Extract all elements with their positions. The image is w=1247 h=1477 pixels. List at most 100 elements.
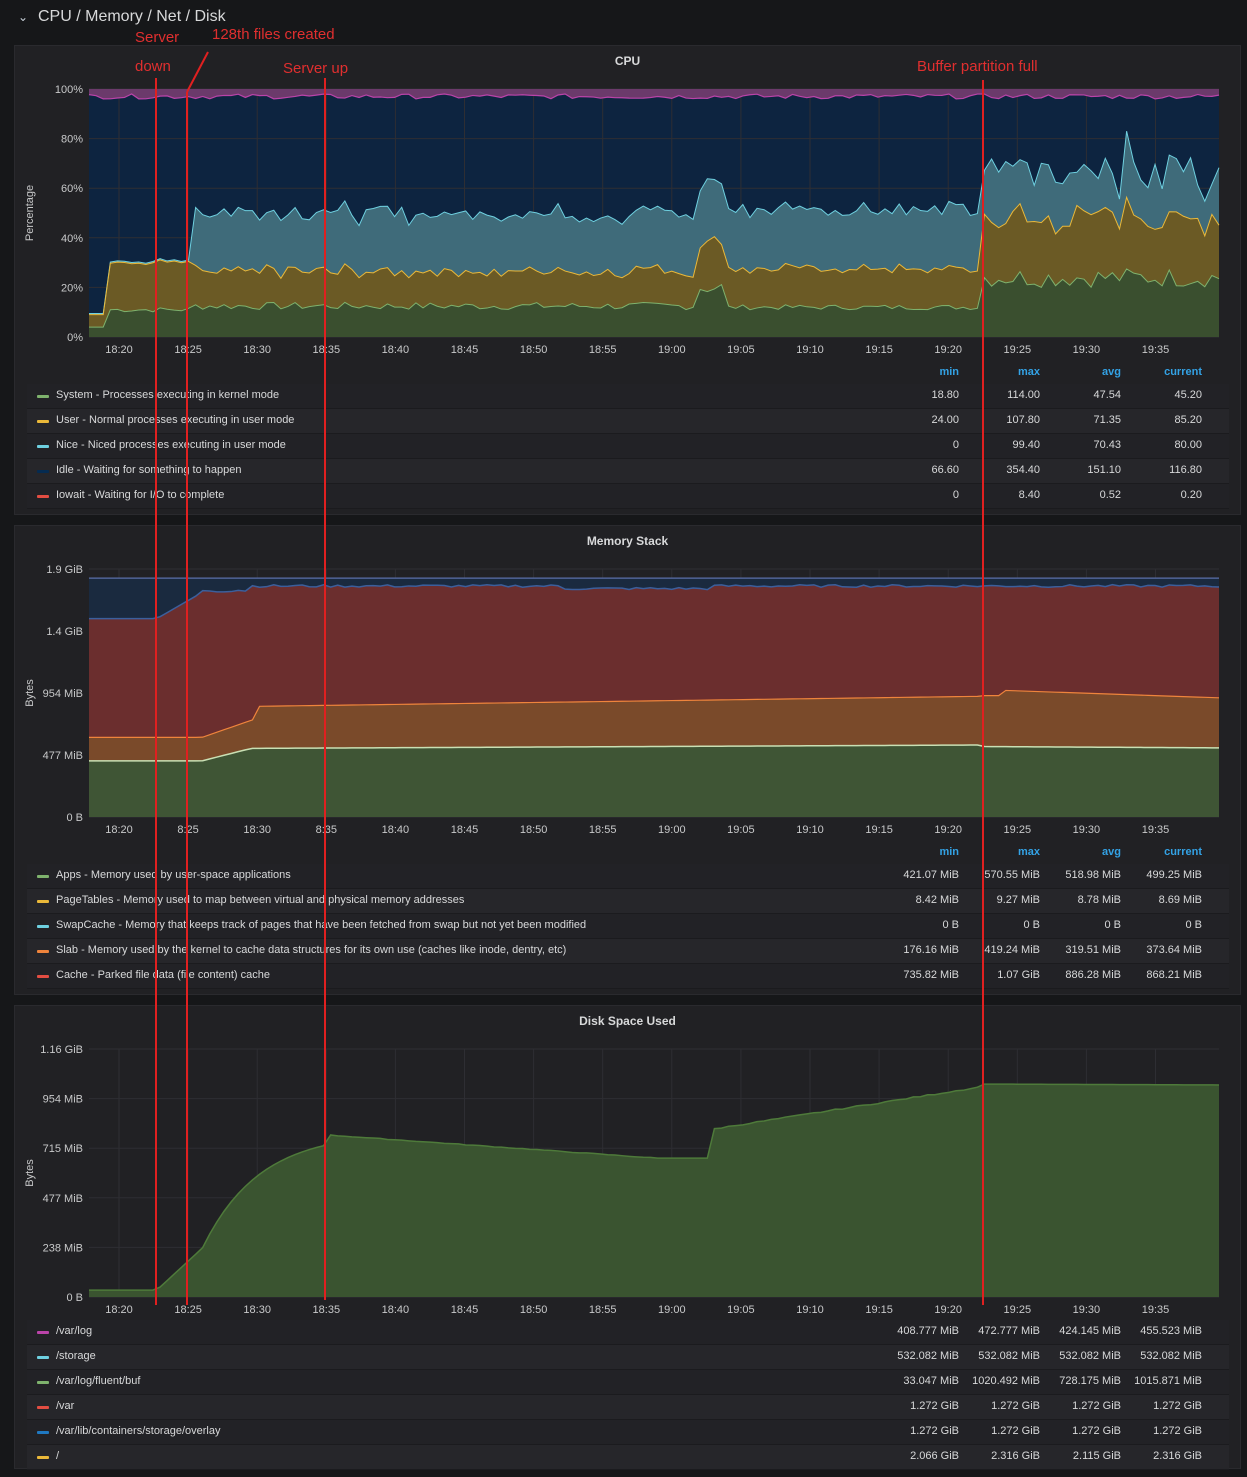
- legend-series-name[interactable]: /: [56, 1450, 60, 1462]
- y-tick-label: 100%: [55, 84, 83, 96]
- legend-row[interactable]: User - Normal processes executing in use…: [27, 409, 1229, 434]
- legend-series-name[interactable]: /var: [56, 1400, 75, 1412]
- legend-value-current: 373.64 MiB: [1146, 944, 1202, 956]
- system-line: [89, 268, 1220, 328]
- legend-series-name[interactable]: Idle - Waiting for something to happen: [56, 464, 242, 476]
- legend-series-name[interactable]: /var/log: [56, 1325, 93, 1337]
- legend-value-max: 107.80: [1006, 414, 1040, 426]
- x-tick-label: 19:35: [1142, 344, 1170, 356]
- legend-series-name[interactable]: Cache - Parked file data (file content) …: [56, 969, 271, 981]
- legend-value-avg: 424.145 MiB: [1059, 1325, 1121, 1337]
- y-tick-label: 0 B: [66, 1292, 83, 1304]
- legend-header: min max avg current: [27, 842, 1229, 864]
- legend-series-name[interactable]: User - Normal processes executing in use…: [56, 414, 295, 426]
- legend-row[interactable]: Idle - Waiting for something to happen 66…: [27, 459, 1229, 484]
- legend-header-avg[interactable]: avg: [1102, 846, 1121, 858]
- legend-header: min max avg current: [27, 362, 1229, 384]
- x-tick-label: 18:45: [451, 824, 479, 836]
- legend-series-name[interactable]: /storage: [56, 1350, 96, 1362]
- chevron-down-icon[interactable]: ⌄: [18, 10, 29, 24]
- y-tick-label: 1.9 GiB: [46, 564, 83, 576]
- legend-header-min[interactable]: min: [939, 846, 959, 858]
- legend-series-name[interactable]: SwapCache - Memory that keeps track of p…: [56, 919, 587, 931]
- legend-header-avg[interactable]: avg: [1102, 366, 1121, 378]
- x-tick-label: 19:25: [1004, 1304, 1032, 1316]
- x-tick-label: 18:40: [382, 1304, 410, 1316]
- legend-series-name[interactable]: Iowait - Waiting for I/O to complete: [56, 489, 225, 501]
- y-axis-label: Bytes: [24, 1159, 36, 1187]
- x-tick-label: 19:10: [796, 1304, 824, 1316]
- legend-value-avg: 2.115 GiB: [1072, 1450, 1121, 1462]
- legend-value-avg: 70.43: [1093, 439, 1121, 451]
- legend-row[interactable]: /var/log/fluent/buf 33.047 MiB 1020.492 Mi…: [27, 1370, 1229, 1395]
- legend-value-max: 1.272 GiB: [991, 1400, 1040, 1412]
- legend-row[interactable]: Apps - Memory used by user-space applica…: [27, 864, 1229, 889]
- legend-header-min[interactable]: min: [939, 366, 959, 378]
- used-line: [89, 583, 1220, 620]
- legend-row[interactable]: /var/lib/containers/storage/overlay 1.272…: [27, 1420, 1229, 1445]
- legend-value-min: 33.047 MiB: [903, 1375, 959, 1387]
- legend-row[interactable]: Slab - Memory used by the kernel to cach…: [27, 939, 1229, 964]
- legend-value-avg: 1.272 GiB: [1072, 1425, 1121, 1437]
- legend-row[interactable]: Nice - Niced processes executing in user…: [27, 434, 1229, 459]
- dashboard-row-header[interactable]: ⌄ CPU / Memory / Net / Disk: [0, 0, 1247, 38]
- x-tick-label: 19:15: [865, 1304, 893, 1316]
- legend-row[interactable]: System - Processes executing in kernel m…: [27, 384, 1229, 409]
- legend-header-current[interactable]: current: [1164, 366, 1202, 378]
- legend-series-name[interactable]: Nice - Niced processes executing in user…: [56, 439, 286, 451]
- legend-series-name[interactable]: /var/lib/containers/storage/overlay: [56, 1425, 221, 1437]
- legend-series-name[interactable]: Slab - Memory used by the kernel to cach…: [56, 944, 567, 956]
- fluent-buf-area: [89, 1084, 1219, 1297]
- x-tick-label: 19:25: [1004, 344, 1032, 356]
- y-tick-label: 0 B: [66, 812, 83, 824]
- y-axis-label: Bytes: [24, 679, 36, 707]
- legend-value-min: 66.60: [931, 464, 959, 476]
- legend-header-current[interactable]: current: [1164, 846, 1202, 858]
- legend-row[interactable]: Iowait - Waiting for I/O to complete 0 8.4…: [27, 484, 1229, 509]
- nice-area: [89, 131, 1219, 315]
- slab-area: [89, 690, 1219, 761]
- annotation-server-down-2: down: [135, 58, 171, 75]
- legend-row[interactable]: / 2.066 GiB 2.316 GiB 2.115 GiB 2.316 GiB: [27, 1445, 1229, 1470]
- legend-value-current: 499.25 MiB: [1146, 869, 1202, 881]
- x-tick-label: 18:45: [451, 344, 479, 356]
- legend-row[interactable]: Cache - Parked file data (file content) …: [27, 964, 1229, 989]
- legend-value-avg: 1.272 GiB: [1072, 1400, 1121, 1412]
- legend-series-name[interactable]: Apps - Memory used by user-space applica…: [56, 869, 291, 881]
- x-tick-label: 18:55: [589, 344, 617, 356]
- legend-value-min: 1.272 GiB: [910, 1425, 959, 1437]
- user-line: [89, 195, 1220, 316]
- legend-color-swatch: [37, 875, 49, 878]
- x-tick-label: 18:20: [105, 824, 133, 836]
- x-tick-label: 19:00: [658, 1304, 686, 1316]
- x-tick-label: 19:05: [727, 344, 755, 356]
- x-tick-label: 18:50: [520, 1304, 548, 1316]
- legend-series-name[interactable]: PageTables - Memory used to map between …: [56, 894, 465, 906]
- x-tick-label: 19:35: [1142, 824, 1170, 836]
- legend-header-max[interactable]: max: [1017, 846, 1040, 858]
- legend-color-swatch: [37, 420, 49, 423]
- legend-value-max: 0 B: [1023, 919, 1040, 931]
- legend-series-name[interactable]: /var/log/fluent/buf: [56, 1375, 141, 1387]
- cpu-chart[interactable]: 100% 80% 60% 40% 20% 0% 18:20 18:25 18:30 18:35 18…: [15, 46, 1240, 366]
- x-tick-label: 18:20: [105, 1304, 133, 1316]
- legend-row[interactable]: SwapCache - Memory that keeps track of p…: [27, 914, 1229, 939]
- legend-value-min: 408.777 MiB: [897, 1325, 959, 1337]
- legend-row[interactable]: /var/log 408.777 MiB 472.777 MiB 424.145 Mi…: [27, 1320, 1229, 1345]
- legend-row[interactable]: PageTables - Memory used to map between …: [27, 889, 1229, 914]
- legend-value-min: 0 B: [942, 919, 959, 931]
- disk-chart[interactable]: 1.16 GiB 954 MiB 715 MiB 477 MiB 238 MiB 0 B 1…: [15, 1006, 1240, 1326]
- legend-header-max[interactable]: max: [1017, 366, 1040, 378]
- legend-row[interactable]: /var 1.272 GiB 1.272 GiB 1.272 GiB 1.272 GiB: [27, 1395, 1229, 1420]
- legend-value-avg: 71.35: [1093, 414, 1121, 426]
- legend-color-swatch: [37, 925, 49, 928]
- legend-series-name[interactable]: System - Processes executing in kernel m…: [56, 389, 280, 401]
- x-tick-label: 18:55: [589, 824, 617, 836]
- legend-color-swatch: [37, 495, 49, 498]
- legend-value-current: 116.80: [1169, 464, 1202, 476]
- memory-chart[interactable]: 1.9 GiB 1.4 GiB 954 MiB 477 MiB 0 B 18:20 8:25…: [15, 526, 1240, 846]
- legend-value-min: 24.00: [931, 414, 959, 426]
- x-tick-label: 8:35: [316, 824, 337, 836]
- slab-line: [89, 689, 1220, 738]
- legend-row[interactable]: /storage 532.082 MiB 532.082 MiB 532.082 Mi…: [27, 1345, 1229, 1370]
